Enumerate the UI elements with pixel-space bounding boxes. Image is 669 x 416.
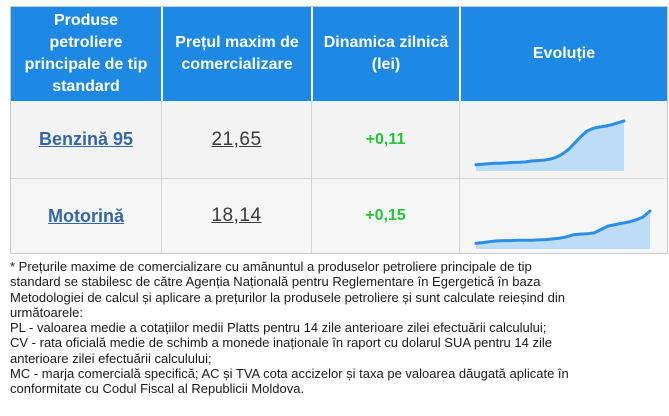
- note-line: Metodologiei de calcul și aplicare a pre…: [10, 289, 565, 305]
- note-line: anterioare zilei efectuării calculului;: [10, 350, 212, 366]
- delta-cell: +0,11: [311, 101, 459, 178]
- note-line: MC - marja comercială specifică; AC și T…: [10, 366, 569, 382]
- sparkline-line: [474, 119, 626, 167]
- fuel-price-table: Produse petroliere principale de tip sta…: [10, 6, 668, 254]
- product-link-motorina[interactable]: Motorină: [48, 205, 124, 226]
- product-cell: Benzină 95: [11, 101, 161, 178]
- table-row: Motorină 18,14 +0,15: [11, 179, 667, 253]
- daily-delta: +0,15: [365, 207, 406, 224]
- note-line: următoarele:: [10, 304, 83, 320]
- product-cell: Motorină: [11, 179, 161, 253]
- evolution-cell: [459, 101, 667, 178]
- sparkline-line: [474, 209, 652, 245]
- note-line: CV - rata oficială medie de schimb a mon…: [10, 335, 552, 351]
- note-line: standard se stabilesc de către Agenția N…: [10, 274, 541, 290]
- sparkline-area: [476, 121, 624, 171]
- header-evolution: Evoluție: [459, 7, 667, 101]
- product-link-benzina-95[interactable]: Benzină 95: [38, 129, 134, 149]
- price-link[interactable]: 18,14: [211, 205, 262, 226]
- methodology-notes: * Prețurile maxime de comercializare cu …: [10, 259, 666, 397]
- header-price: Prețul maxim de comercializare: [161, 7, 311, 101]
- table-row: Benzină 95 21,65 +0,11: [11, 101, 667, 179]
- header-product: Produse petroliere principale de tip sta…: [11, 7, 161, 101]
- header-dynamic: Dinamica zilnică (lei): [311, 7, 459, 101]
- price-cell: 18,14: [161, 179, 311, 253]
- note-line: conformitate cu Codul Fiscal al Republic…: [10, 381, 305, 397]
- note-line: * Prețurile maxime de comercializare cu …: [10, 259, 532, 274]
- evolution-sparkline: [474, 119, 626, 171]
- price-link[interactable]: 21,65: [211, 128, 262, 150]
- price-cell: 21,65: [161, 101, 311, 178]
- note-line: PL - valoarea medie a cotațiilor medii P…: [10, 320, 547, 336]
- evolution-cell: [459, 179, 667, 253]
- delta-cell: +0,15: [311, 179, 459, 253]
- sparkline-area: [476, 211, 650, 249]
- daily-delta: +0,11: [365, 130, 406, 148]
- evolution-sparkline: [474, 209, 652, 249]
